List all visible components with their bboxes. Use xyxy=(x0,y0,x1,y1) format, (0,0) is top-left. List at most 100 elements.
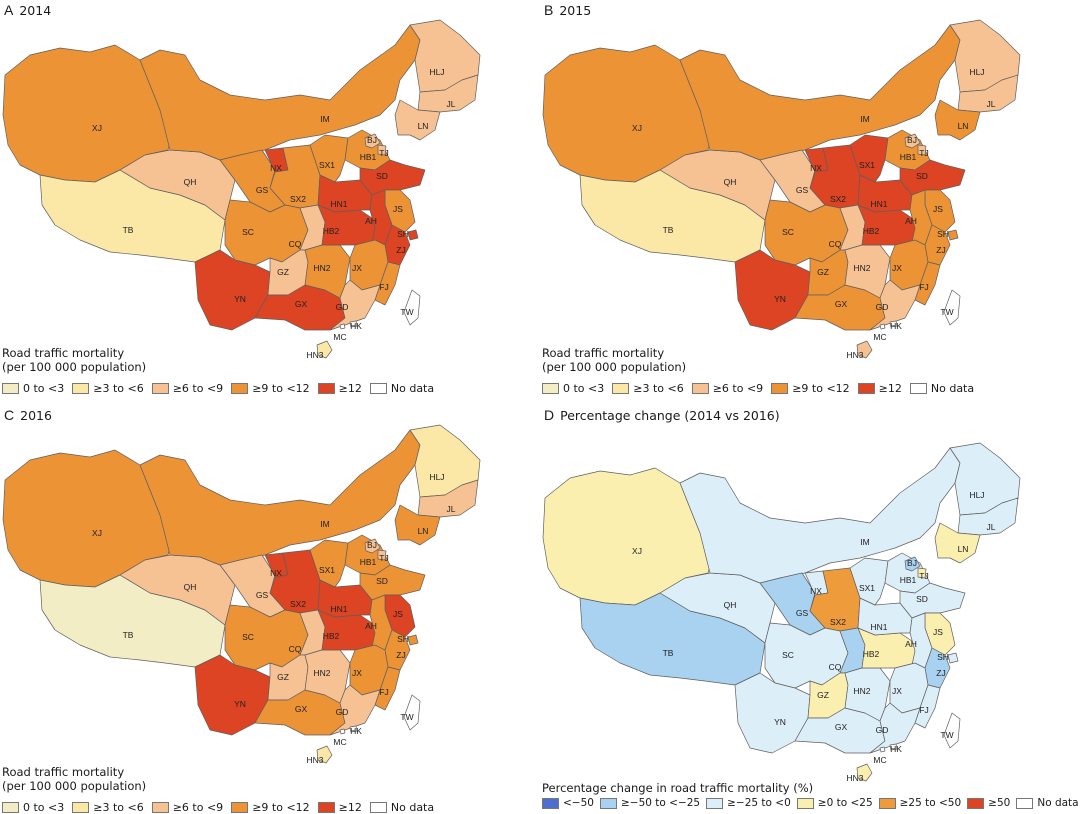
legend-label: No data xyxy=(930,382,975,395)
province-label-xj: XJ xyxy=(92,123,102,133)
legend-swatch xyxy=(369,802,387,813)
province-label-js: JS xyxy=(393,609,403,619)
province-ln xyxy=(934,522,981,564)
province-label-sx2: SX2 xyxy=(290,599,306,609)
legend: 0 to <3 ≥3 to <6 ≥6 to <9 ≥9 to <12 ≥12 No da… xyxy=(542,382,974,395)
legend-swatch xyxy=(857,383,875,394)
province-label-hn2: HN2 xyxy=(313,668,330,678)
province-label-gz: GZ xyxy=(277,672,289,682)
legend-item: ≥12 xyxy=(317,801,362,814)
province-label-js: JS xyxy=(393,204,403,214)
legend: 0 to <3 ≥3 to <6 ≥6 to <9 ≥9 to <12 ≥12 No da… xyxy=(2,801,434,814)
province-label-bj: BJ xyxy=(367,135,377,145)
legend-item: ≥6 to <9 xyxy=(691,382,763,395)
legend-item: ≥6 to <9 xyxy=(151,801,223,814)
legend-label: No data xyxy=(390,801,435,814)
panel-letter: C xyxy=(4,407,15,423)
province-sd xyxy=(899,159,966,196)
province-label-yn: YN xyxy=(774,294,786,304)
province-im xyxy=(139,429,421,566)
province-label-hb1: HB1 xyxy=(900,152,917,162)
province-label-sc: SC xyxy=(782,227,794,237)
legend-swatch xyxy=(231,802,249,813)
legend-swatch xyxy=(691,383,709,394)
province-label-sx1: SX1 xyxy=(319,160,335,170)
legend-item: <−50 xyxy=(542,797,594,809)
province-label-jl: JL xyxy=(987,99,996,109)
province-label-zj: ZJ xyxy=(396,650,405,660)
legend-label: ≥12 xyxy=(338,382,362,395)
province-label-nx: NX xyxy=(270,163,282,173)
province-label-zj: ZJ xyxy=(936,245,945,255)
province-label-ah: AH xyxy=(905,639,917,649)
province-label-sh: SH xyxy=(397,634,409,644)
legend-item: ≥3 to <6 xyxy=(72,382,144,395)
province-label-jx: JX xyxy=(352,263,362,273)
province-im xyxy=(679,24,961,161)
legend-label: <−50 xyxy=(563,797,594,809)
province-label-hn2: HN2 xyxy=(853,686,870,696)
legend-item: 0 to <3 xyxy=(2,801,64,814)
legend-item: ≥6 to <9 xyxy=(151,382,223,395)
province-label-bj: BJ xyxy=(907,135,917,145)
legend-label: No data xyxy=(390,382,435,395)
province-gd xyxy=(329,279,381,331)
legend-title: Percentage change in road traffic mortal… xyxy=(542,781,813,795)
province-label-gx: GX xyxy=(295,704,308,714)
province-gd xyxy=(869,279,921,331)
legend-swatch xyxy=(317,802,335,813)
province-label-gs: GS xyxy=(256,185,269,195)
legend-swatch xyxy=(72,383,90,394)
province-label-gd: GD xyxy=(876,725,889,735)
province-label-sh: SH xyxy=(937,229,949,239)
legend-label: ≥9 to <12 xyxy=(792,382,850,395)
province-label-gx: GX xyxy=(835,299,848,309)
province-tj xyxy=(917,567,927,579)
province-label-im: IM xyxy=(860,114,869,124)
panel-letter: A xyxy=(4,2,14,18)
legend-title-line-1: Road traffic mortality xyxy=(2,765,125,779)
province-label-sx2: SX2 xyxy=(290,194,306,204)
province-label-sh: SH xyxy=(397,229,409,239)
province-label-tw: TW xyxy=(940,730,953,740)
province-label-tj: TJ xyxy=(379,148,388,158)
panel-title: D Percentage change (2014 vs 2016) xyxy=(544,407,780,423)
legend-title-line-2: (per 100 000 population) xyxy=(2,779,147,793)
province-label-ah: AH xyxy=(365,216,377,226)
province-sh xyxy=(407,229,419,241)
legend-title-line-2: (per 100 000 population) xyxy=(542,360,687,374)
province-ln xyxy=(934,99,981,141)
legend-swatch xyxy=(72,802,90,813)
province-label-mc: MC xyxy=(333,737,346,747)
province-label-jx: JX xyxy=(892,686,902,696)
province-label-tw: TW xyxy=(400,712,413,722)
province-label-mc: MC xyxy=(873,332,886,342)
province-label-sc: SC xyxy=(242,632,254,642)
province-label-hn1: HN1 xyxy=(330,199,347,209)
province-label-sd: SD xyxy=(916,171,928,181)
province-label-gx: GX xyxy=(295,299,308,309)
legend-label: ≥3 to <6 xyxy=(93,382,144,395)
province-label-im: IM xyxy=(320,519,329,529)
legend-item: No data xyxy=(369,382,435,395)
province-label-bj: BJ xyxy=(367,540,377,550)
province-ln xyxy=(394,99,441,141)
province-label-sc: SC xyxy=(782,650,794,660)
legend-swatch xyxy=(542,383,559,394)
province-label-hb1: HB1 xyxy=(360,557,377,567)
province-label-gx: GX xyxy=(835,722,848,732)
province-label-gd: GD xyxy=(336,302,349,312)
province-tw xyxy=(943,712,961,749)
province-label-ln: LN xyxy=(418,526,429,536)
province-label-js: JS xyxy=(933,204,943,214)
province-label-im: IM xyxy=(860,537,869,547)
province-sx1 xyxy=(309,134,349,183)
province-label-hn1: HN1 xyxy=(870,622,887,632)
province-label-gd: GD xyxy=(876,302,889,312)
legend-item: ≥9 to <12 xyxy=(231,382,310,395)
legend-swatch xyxy=(151,383,169,394)
province-label-qh: QH xyxy=(184,582,197,592)
panel-title: C 2016 xyxy=(4,407,52,423)
province-label-sx1: SX1 xyxy=(859,160,875,170)
province-label-sx1: SX1 xyxy=(859,583,875,593)
